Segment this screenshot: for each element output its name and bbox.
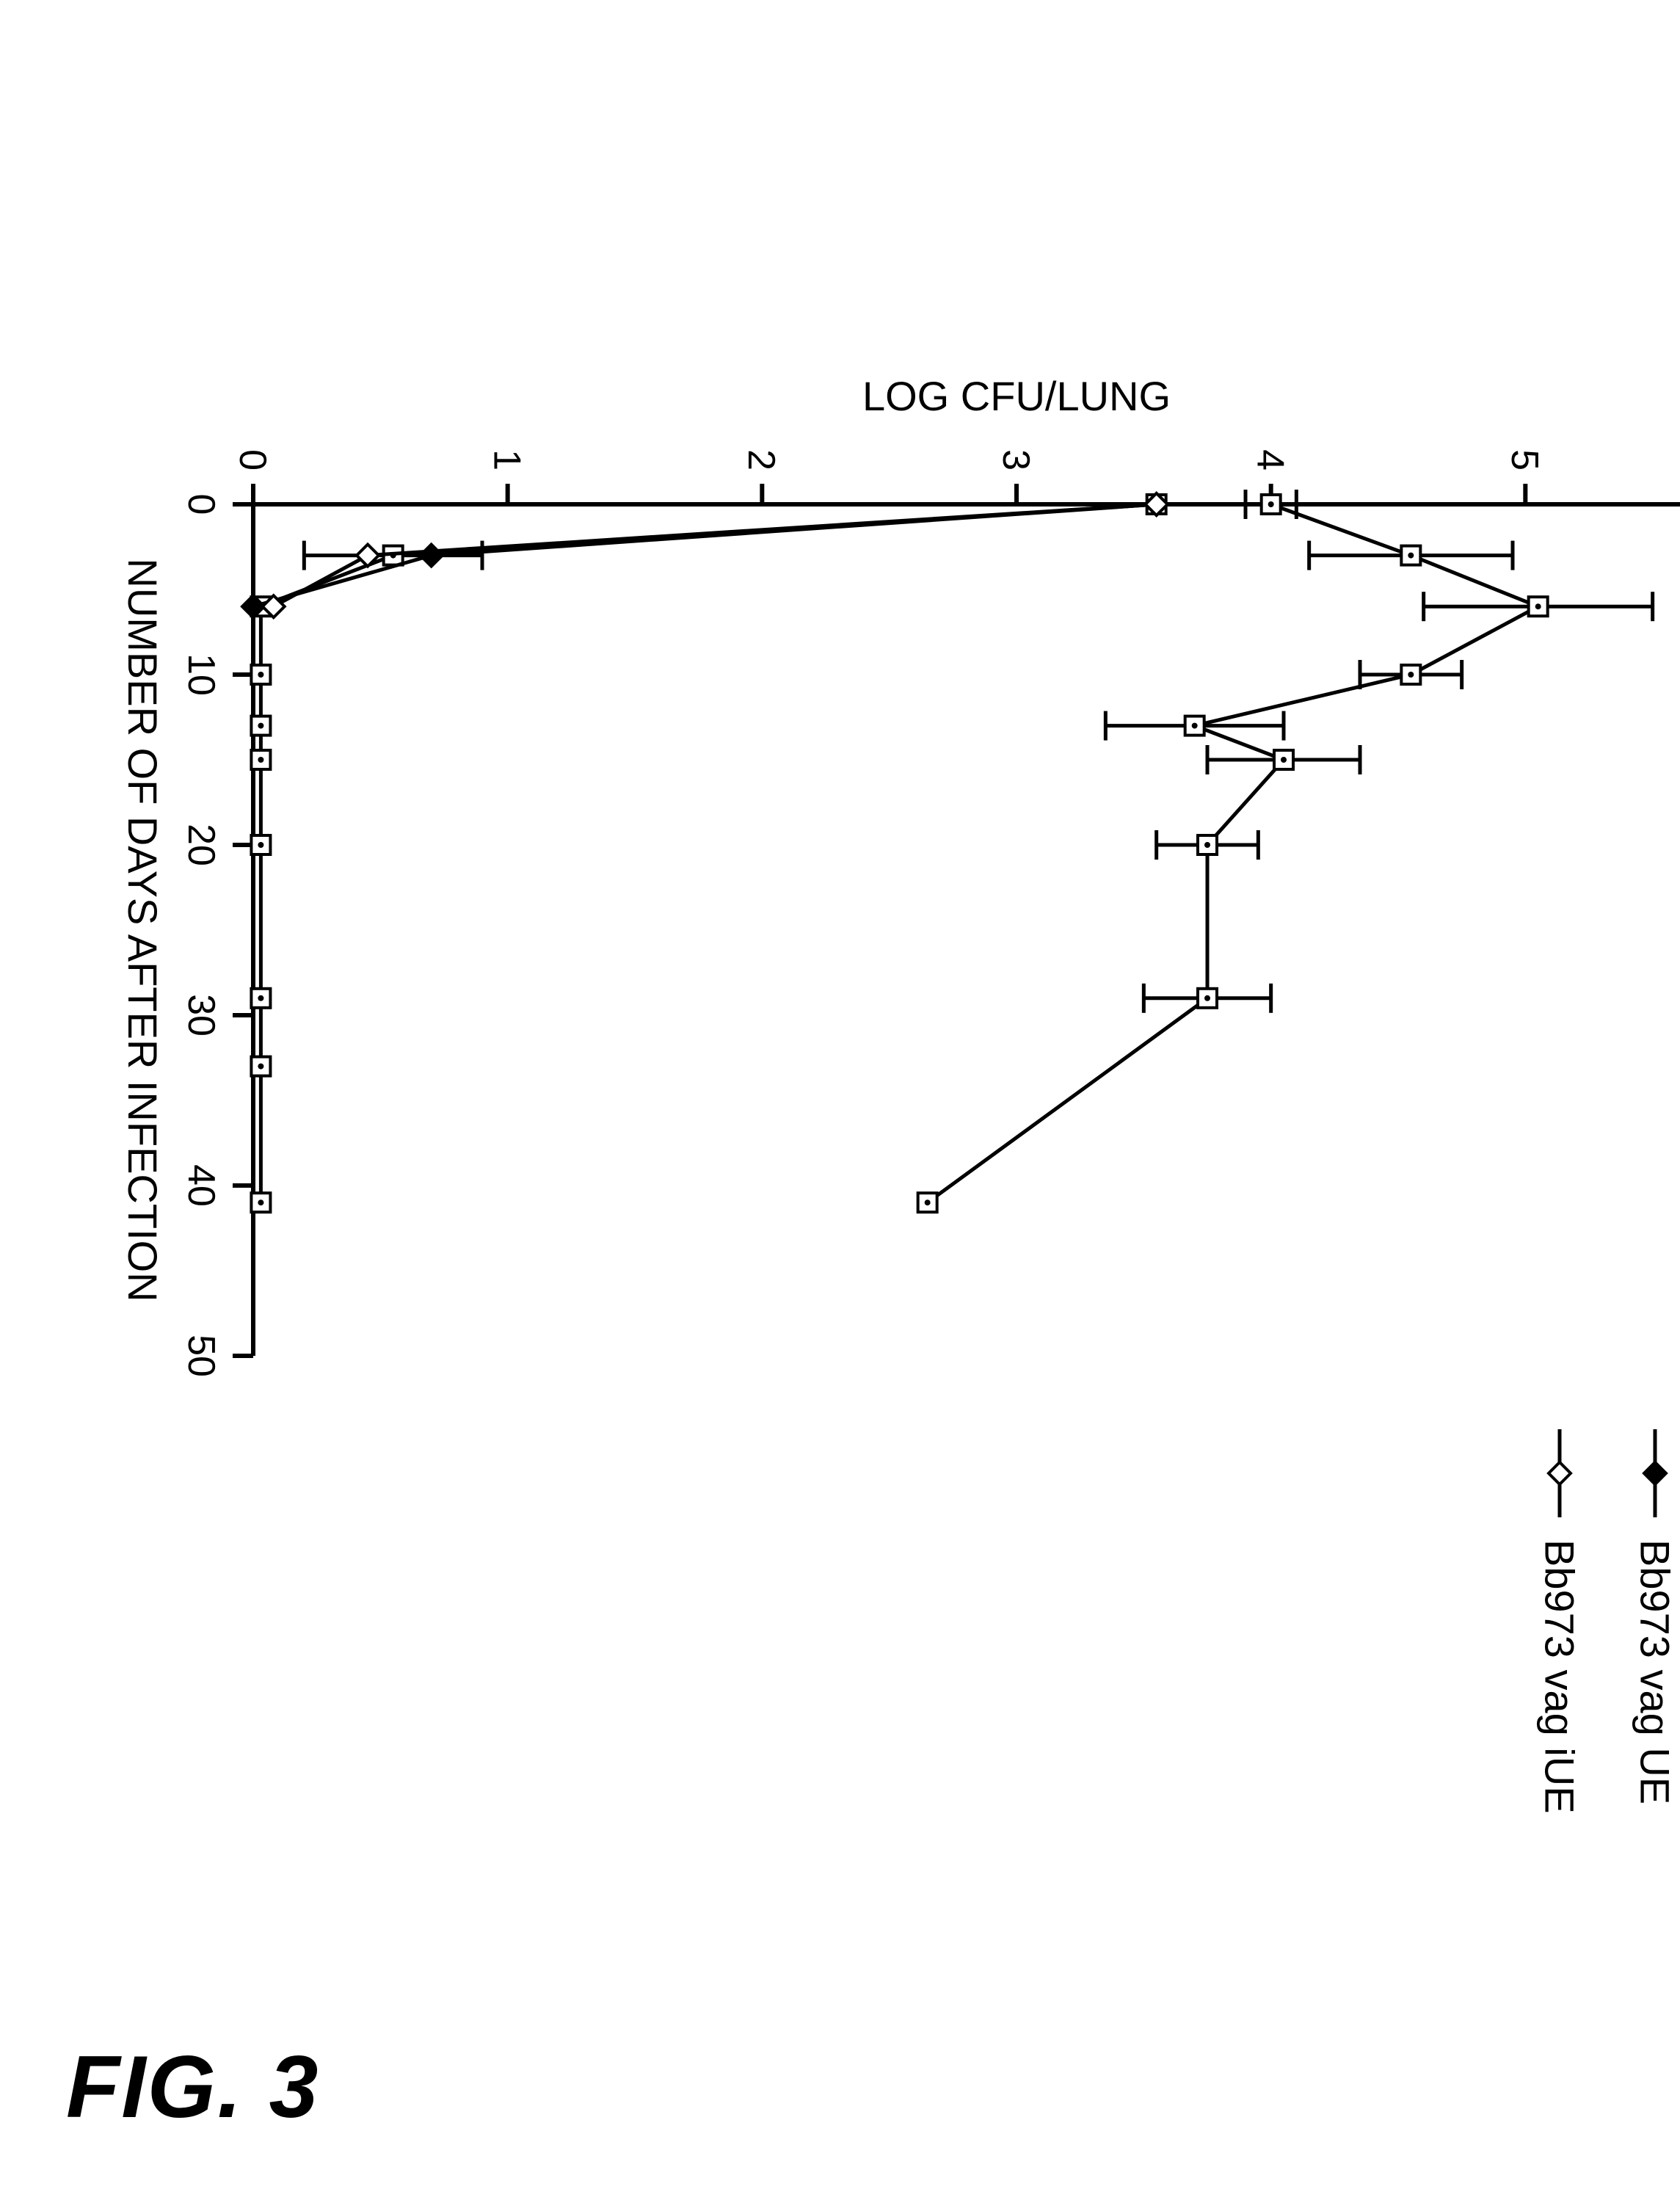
y-tick-label: 3 (994, 449, 1037, 471)
y-tick-label: 5 (1503, 449, 1546, 471)
y-axis-label: LOG CFU/LUNG (862, 373, 1171, 419)
legend-label: Bb973 vag UE (1632, 1539, 1678, 1804)
x-axis-label: NUMBER OF DAYS AFTER INFECTION (120, 558, 166, 1302)
figure-label: FIG. 3 (66, 2036, 319, 2138)
page: 012345601020304050NUMBER OF DAYS AFTER I… (0, 0, 1680, 2189)
x-tick-label: 20 (180, 824, 222, 866)
legend: CONTROLSBb973 VACCINEBb973 vag UEBb973 v… (1536, 1429, 1680, 1849)
y-tick-label: 0 (231, 449, 274, 471)
x-tick-label: 10 (180, 653, 222, 696)
legend-item-vagUE: Bb973 vag UE (1632, 1429, 1678, 1804)
y-tick-label: 4 (1248, 449, 1291, 471)
x-tick-label: 30 (180, 994, 222, 1037)
y-tick-label: 2 (740, 449, 782, 471)
series-vaccine (251, 495, 1166, 1212)
chart: 012345601020304050NUMBER OF DAYS AFTER I… (0, 0, 1680, 2189)
x-tick-label: 0 (180, 494, 222, 515)
legend-label: Bb973 vag iUE (1536, 1539, 1582, 1814)
legend-item-vagiUE: Bb973 vag iUE (1536, 1429, 1582, 1814)
series-controls (918, 490, 1653, 1212)
x-tick-label: 50 (180, 1335, 222, 1377)
x-tick-label: 40 (180, 1164, 222, 1207)
y-tick-label: 1 (485, 449, 528, 471)
